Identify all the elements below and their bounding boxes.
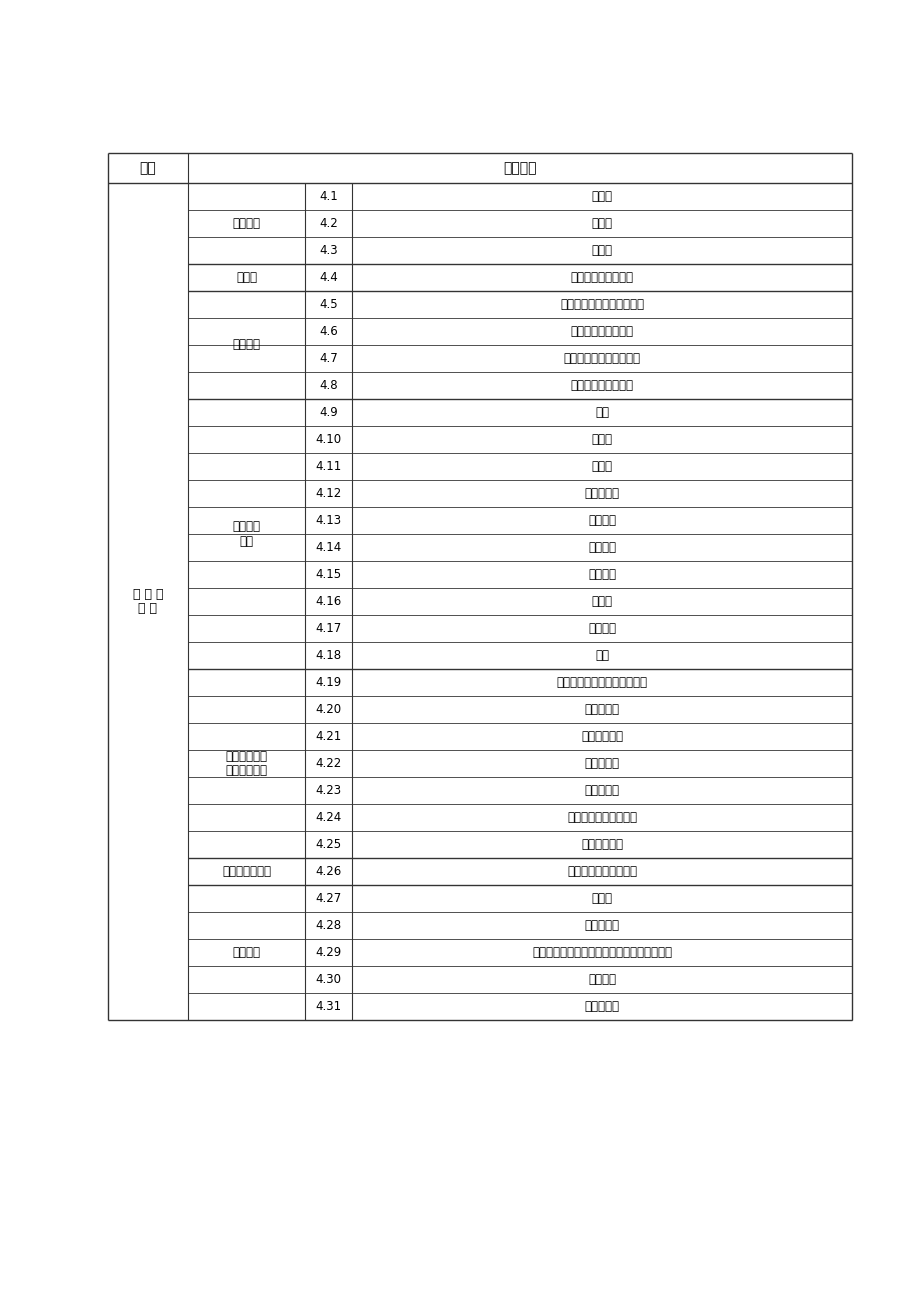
- Text: 4.2: 4.2: [319, 217, 337, 230]
- Text: 临边洞口交叉
高处作业防护: 临边洞口交叉 高处作业防护: [225, 750, 267, 777]
- Text: 安 全 施
工 费: 安 全 施 工 费: [132, 587, 163, 616]
- Text: 4.20: 4.20: [315, 703, 341, 716]
- Text: 4.11: 4.11: [315, 460, 341, 473]
- Text: 4.21: 4.21: [315, 730, 341, 743]
- Text: 消防安全
防护: 消防安全 防护: [233, 519, 260, 548]
- Text: 消防水桶: 消防水桶: [587, 514, 616, 527]
- Text: 4.18: 4.18: [315, 648, 341, 661]
- Text: 4.4: 4.4: [319, 271, 337, 284]
- Text: 起重机械安全防护费: 起重机械安全防护费: [570, 326, 633, 339]
- Text: 灭火器: 灭火器: [591, 434, 612, 447]
- Text: 电梯井口防: 电梯井口防: [584, 756, 618, 769]
- Text: 4.19: 4.19: [315, 676, 341, 689]
- Text: 加压泵: 加压泵: [591, 595, 612, 608]
- Text: 4.6: 4.6: [319, 326, 337, 339]
- Text: 4.7: 4.7: [319, 352, 337, 365]
- Text: 4.27: 4.27: [315, 892, 341, 905]
- Text: 安全培训: 安全培训: [587, 973, 616, 986]
- Text: 消防水管: 消防水管: [587, 568, 616, 581]
- Text: 垂直方向交叉作业防护: 垂直方向交叉作业防护: [566, 811, 636, 824]
- Text: 高空作业防护: 高空作业防护: [581, 838, 622, 852]
- Text: 口罩: 口罩: [595, 406, 608, 419]
- Text: 4.30: 4.30: [315, 973, 341, 986]
- Text: 4.8: 4.8: [319, 379, 337, 392]
- Text: 楼板、屋面、阳台等临边防护: 楼板、屋面、阳台等临边防护: [556, 676, 647, 689]
- Text: 4.22: 4.22: [315, 756, 341, 769]
- Text: 4.5: 4.5: [319, 298, 337, 311]
- Text: 安全网: 安全网: [591, 190, 612, 203]
- Text: 通道棚: 通道棚: [236, 271, 256, 284]
- Text: 作业人员其她必备安全防护用品胶鞋、雨衣等: 作业人员其她必备安全防护用品胶鞋、雨衣等: [531, 947, 671, 960]
- Text: 工人工作证: 工人工作证: [584, 919, 618, 932]
- Text: 安全帽: 安全帽: [591, 217, 612, 230]
- Text: 通道口防护: 通道口防护: [584, 703, 618, 716]
- Text: 一般防护: 一般防护: [233, 217, 260, 230]
- Text: 4.25: 4.25: [315, 838, 341, 852]
- Text: 4.13: 4.13: [315, 514, 341, 527]
- Text: 防护围栏: 防护围栏: [233, 339, 260, 352]
- Text: 4.14: 4.14: [315, 542, 341, 553]
- Text: 4.28: 4.28: [315, 919, 341, 932]
- Text: 4.31: 4.31: [315, 1000, 341, 1013]
- Text: 4.16: 4.16: [315, 595, 341, 608]
- Text: 消防鐵锨: 消防鐵锨: [587, 542, 616, 553]
- Text: 卷扬机安全防护设施: 卷扬机安全防护设施: [570, 379, 633, 392]
- Text: 4.24: 4.24: [315, 811, 341, 824]
- Text: 4.23: 4.23: [315, 784, 341, 797]
- Text: 配电箱、施工机械等防护棚: 配电箱、施工机械等防护棚: [560, 298, 643, 311]
- Text: 4.17: 4.17: [315, 622, 341, 635]
- Text: 类别: 类别: [140, 161, 156, 174]
- Text: 安全警示标志牌: 安全警示标志牌: [221, 865, 271, 878]
- Text: 消防栏: 消防栏: [591, 460, 612, 473]
- Text: 安全员培训: 安全员培训: [584, 1000, 618, 1013]
- Text: 项目名称: 项目名称: [503, 161, 536, 174]
- Text: 其她补充: 其她补充: [233, 947, 260, 960]
- Text: 对讲机: 对讲机: [591, 892, 612, 905]
- Text: 砂筱、砂池: 砂筱、砂池: [584, 487, 618, 500]
- Text: 4.29: 4.29: [315, 947, 341, 960]
- Text: 安全带: 安全带: [591, 243, 612, 256]
- Text: 杆架、扎件、脚手板: 杆架、扎件、脚手板: [570, 271, 633, 284]
- Text: 消防用水: 消防用水: [587, 622, 616, 635]
- Text: 安全警示牌及操作规程: 安全警示牌及操作规程: [566, 865, 636, 878]
- Text: 预留洞口防护: 预留洞口防护: [581, 730, 622, 743]
- Text: 施工机具安全防护设施费: 施工机具安全防护设施费: [562, 352, 640, 365]
- Text: 4.12: 4.12: [315, 487, 341, 500]
- Text: 4.1: 4.1: [319, 190, 337, 203]
- Text: 4.9: 4.9: [319, 406, 337, 419]
- Text: 水池: 水池: [595, 648, 608, 661]
- Text: 4.15: 4.15: [315, 568, 341, 581]
- Text: 楼梯边防护: 楼梯边防护: [584, 784, 618, 797]
- Text: 4.26: 4.26: [315, 865, 341, 878]
- Text: 4.3: 4.3: [319, 243, 337, 256]
- Text: 4.10: 4.10: [315, 434, 341, 447]
